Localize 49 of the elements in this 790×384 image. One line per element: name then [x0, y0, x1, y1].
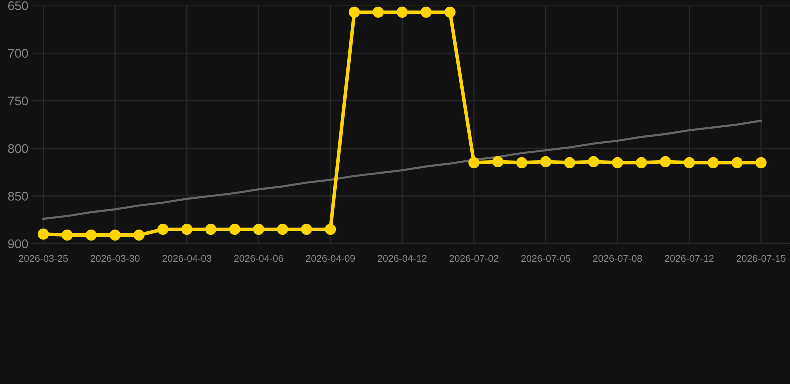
point: [756, 157, 767, 168]
point: [182, 224, 193, 236]
x-tick-label: 2026-07-05: [522, 255, 570, 262]
x-tick-label: 2026-04-03: [162, 255, 212, 262]
point: [636, 157, 648, 168]
point: [492, 156, 504, 168]
point: [612, 157, 624, 168]
point: [468, 157, 480, 168]
point: [540, 156, 552, 168]
point: [62, 230, 74, 241]
point: [420, 6, 432, 18]
point: [396, 6, 408, 18]
point: [205, 224, 217, 236]
point: [325, 224, 336, 236]
x-tick-label: 2026-04-09: [306, 255, 356, 262]
point: [684, 157, 696, 168]
point: [110, 230, 121, 241]
y-tick-label: 850: [8, 192, 28, 201]
point: [588, 156, 600, 168]
y-tick-label: 900: [8, 240, 28, 248]
point: [229, 224, 241, 236]
point: [38, 228, 50, 240]
x-tick-label: 2026-03-30: [90, 255, 140, 262]
point: [349, 6, 360, 18]
x-tick-label: 2026-07-02: [450, 255, 499, 262]
y-tick-label: 700: [8, 49, 28, 58]
x-tick-label: 2026-04-06: [234, 255, 284, 262]
point: [86, 230, 97, 241]
point: [134, 230, 145, 241]
x-tick-label: 2026-07-15: [736, 255, 786, 262]
line-series: [42, 120, 762, 220]
point: [660, 156, 672, 168]
y-tick-label: 650: [8, 2, 28, 10]
point: [158, 224, 169, 236]
point: [444, 6, 456, 18]
point: [516, 157, 528, 168]
point: [564, 157, 576, 168]
point: [372, 6, 384, 18]
point: [277, 224, 288, 236]
y-tick-label: 800: [8, 144, 28, 154]
point: [301, 224, 312, 236]
point: [253, 224, 264, 236]
x-tick-label: 2026-07-08: [593, 255, 642, 262]
x-tick-label: 2026-07-12: [665, 255, 714, 262]
point: [708, 157, 719, 168]
point: [732, 157, 743, 168]
x-tick-label: 2026-04-12: [378, 255, 427, 262]
x-tick-label: 2026-03-25: [19, 255, 68, 262]
y-tick-label: 750: [8, 96, 28, 106]
